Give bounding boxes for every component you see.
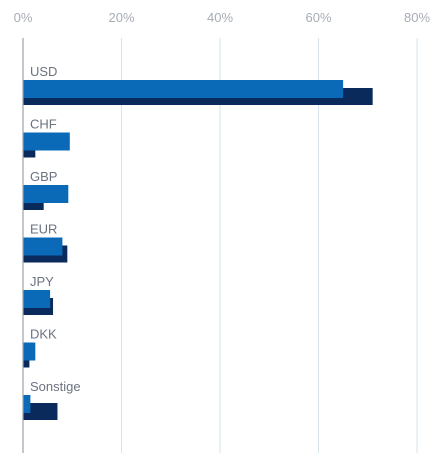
x-tick-label-20: 20%: [108, 10, 134, 25]
bar-series-1-usd: [23, 80, 344, 98]
bar-series-1-chf: [23, 132, 70, 151]
x-tick-label-60: 60%: [305, 10, 331, 25]
category-label-chf: CHF: [30, 117, 57, 132]
category-label-sonstige: Sonstige: [30, 379, 81, 394]
bar-series-1-jpy: [23, 290, 51, 308]
bar-series-1-dkk: [23, 342, 36, 361]
category-label-dkk: DKK: [30, 327, 57, 342]
bar-series-1-sonstige: [23, 395, 31, 413]
category-label-usd: USD: [30, 64, 57, 79]
category-label-eur: EUR: [30, 222, 57, 237]
x-tick-label-40: 40%: [207, 10, 233, 25]
category-label-jpy: JPY: [30, 274, 54, 289]
bar-series-2-sonstige: [23, 403, 58, 420]
x-tick-label-0: 0%: [14, 10, 33, 25]
category-label-gbp: GBP: [30, 169, 57, 184]
x-tick-label-80: 80%: [404, 10, 430, 25]
bar-series-1-gbp: [23, 185, 69, 203]
bar-series-1-eur: [23, 237, 63, 256]
